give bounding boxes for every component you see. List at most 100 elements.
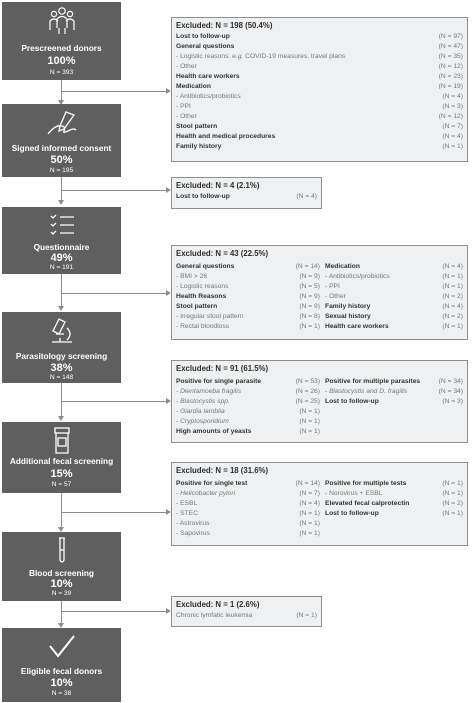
exclusion-row: - Irregular stool pattern (N = 8) (176, 313, 320, 320)
exclusion-row: - Antibiotics/probiotics (N = 4) (176, 93, 463, 100)
step-prescreened: Prescreened donors 100% N = 393 (2, 2, 121, 80)
exclusion-connector (61, 611, 166, 612)
exclusion-row: - Other (N = 2) (325, 293, 463, 300)
arrow-right (166, 398, 171, 404)
exclusion-connector (61, 512, 166, 513)
exclusion-row: Stool pattern (N = 7) (176, 123, 463, 130)
arrow-down (58, 200, 64, 205)
arrow-down (58, 623, 64, 628)
exclusion-row: Health Reasons (N = 9) (176, 293, 320, 300)
exclusion-connector (61, 190, 166, 191)
arrow-right (166, 290, 171, 296)
step-title: Additional fecal screening (9, 456, 114, 466)
step-percent: 50% (50, 154, 73, 166)
step-title: Blood screening (28, 568, 94, 578)
checkmark-icon (2, 632, 121, 662)
step-count: N = 39 (51, 590, 72, 597)
step-title: Eligible fecal donors (20, 666, 103, 676)
exclusion-row: - ESBL (N = 4) (176, 500, 320, 507)
step-eligible: Eligible fecal donors 10% N = 38 (2, 628, 121, 702)
exclusion-header: Excluded: N = 1 (2.6%) (176, 600, 260, 609)
exclusion-row: - STEC (N = 1) (176, 510, 320, 517)
exclusion-row: - Giardia lamblia (N = 1) (176, 408, 320, 415)
step-percent: 15% (50, 468, 73, 480)
step-questionnaire: Questionnaire 49% N = 191 (2, 207, 121, 274)
step-percent: 38% (50, 362, 73, 374)
step-percent: 10% (50, 677, 73, 689)
exclusion-row: Lost to follow-up (N = 3) (325, 398, 463, 405)
exclusion-row: - Astrovirus (N = 1) (176, 520, 320, 527)
exclusion-row: Lost to follow-up (N = 1) (325, 510, 463, 517)
exclusion-row: Family history (N = 1) (176, 143, 463, 150)
exclusion-row: Medication (N = 19) (176, 83, 463, 90)
connector-line (61, 274, 62, 310)
microscope-icon (2, 316, 121, 346)
checklist-icon (2, 211, 121, 241)
exclusion-header: Excluded: N = 198 (50.4%) (176, 21, 273, 30)
exclusion-row: - Logistic reasons: e.g. COVID-19 measur… (176, 53, 463, 60)
exclusion-row: General questions (N = 14) (176, 263, 320, 270)
exclusion-row: Medication (N = 4) (325, 263, 463, 270)
exclusion-row: Health care workers (N = 23) (176, 73, 463, 80)
exclusion-row: - Other (N = 12) (176, 63, 463, 70)
exclusion-row: Chronic lymfatic leukemia (N = 1) (176, 612, 317, 619)
exclusion-header: Excluded: N = 43 (22.5%) (176, 249, 269, 258)
people-group-icon (2, 6, 121, 36)
exclusion-row: - PPI (N = 3) (176, 103, 463, 110)
exclusion-row: - BMI > 26 (N = 9) (176, 273, 320, 280)
step-title: Questionnaire (33, 242, 90, 252)
exclusion-row: Lost to follow-up (N = 97) (176, 33, 463, 40)
exclusion-header: Excluded: N = 91 (61.5%) (176, 364, 269, 373)
exclusion-row: - Logistic reasons (N = 5) (176, 283, 320, 290)
step-count: N = 393 (49, 69, 74, 76)
exclusion-header: Excluded: N = 18 (31.6%) (176, 466, 269, 475)
exclusion-row: - Helicobacter pylori (N = 7) (176, 490, 320, 497)
exclusion-row: - Blastocystis and D. fragilis (N = 34) (325, 388, 463, 395)
exclusion-box-prescreened: Excluded: N = 198 (50.4%) Lost to follow… (171, 17, 468, 162)
exclusion-row: Sexual history (N = 2) (325, 313, 463, 320)
exclusion-row: Family history (N = 4) (325, 303, 463, 310)
step-title: Prescreened donors (21, 43, 102, 53)
step-percent: 10% (50, 578, 73, 590)
step-count: N = 191 (49, 264, 74, 271)
exclusion-box-parasitology: Excluded: N = 91 (61.5%) Positive for si… (171, 360, 468, 443)
exclusion-row: General questions (N = 47) (176, 43, 463, 50)
exclusion-box-questionnaire: Excluded: N = 43 (22.5%) General questio… (171, 245, 468, 340)
exclusion-row: Lost to follow-up (N = 4) (176, 193, 317, 200)
exclusion-row: - Sapovirus (N = 1) (176, 530, 320, 537)
arrow-right (166, 88, 171, 94)
hand-writing-icon (2, 108, 121, 138)
exclusion-box-consent: Excluded: N = 4 (2.1%) Lost to follow-up… (171, 177, 322, 209)
arrow-right (166, 608, 171, 614)
exclusion-row: - Norovirus + ESBL (N = 1) (325, 490, 463, 497)
arrow-down (58, 527, 64, 532)
connector-line (61, 601, 62, 626)
step-consent: Signed informed consent 50% N = 195 (2, 104, 121, 177)
step-count: N = 38 (51, 690, 72, 697)
exclusion-row: High amounts of yeasts (N = 1) (176, 428, 320, 435)
exclusion-row: Health and medical procedures (N = 4) (176, 133, 463, 140)
exclusion-row: Positive for single parasite (N = 53) (176, 378, 320, 385)
step-blood: Blood screening 10% N = 39 (2, 532, 121, 601)
connector-line (61, 80, 62, 104)
arrow-right (166, 509, 171, 515)
exclusion-connector (61, 401, 166, 402)
exclusion-row: Elevated fecal calprotectin (N = 2) (325, 500, 463, 507)
step-fecal: Additional fecal screening 15% N = 57 (2, 422, 121, 493)
exclusion-row: - Cryptosporidium (N = 1) (176, 418, 320, 425)
arrow-right (166, 187, 171, 193)
sample-jar-icon (2, 426, 121, 456)
exclusion-row: Positive for single test (N = 14) (176, 480, 320, 487)
exclusion-row: Stool pattern (N = 9) (176, 303, 320, 310)
exclusion-row: - PPI (N = 1) (325, 283, 463, 290)
connector-line (61, 493, 62, 530)
test-tube-icon (2, 536, 121, 566)
step-count: N = 57 (51, 481, 72, 488)
exclusion-box-blood: Excluded: N = 1 (2.6%) Chronic lymfatic … (171, 596, 322, 627)
exclusion-row: Positive for multiple tests (N = 1) (325, 480, 463, 487)
step-title: Signed informed consent (11, 143, 112, 153)
exclusion-header: Excluded: N = 4 (2.1%) (176, 181, 260, 190)
step-title: Parasitology screening (15, 351, 108, 361)
arrow-down (58, 306, 64, 311)
exclusion-row: - Rectal bloodloss (N = 1) (176, 323, 320, 330)
